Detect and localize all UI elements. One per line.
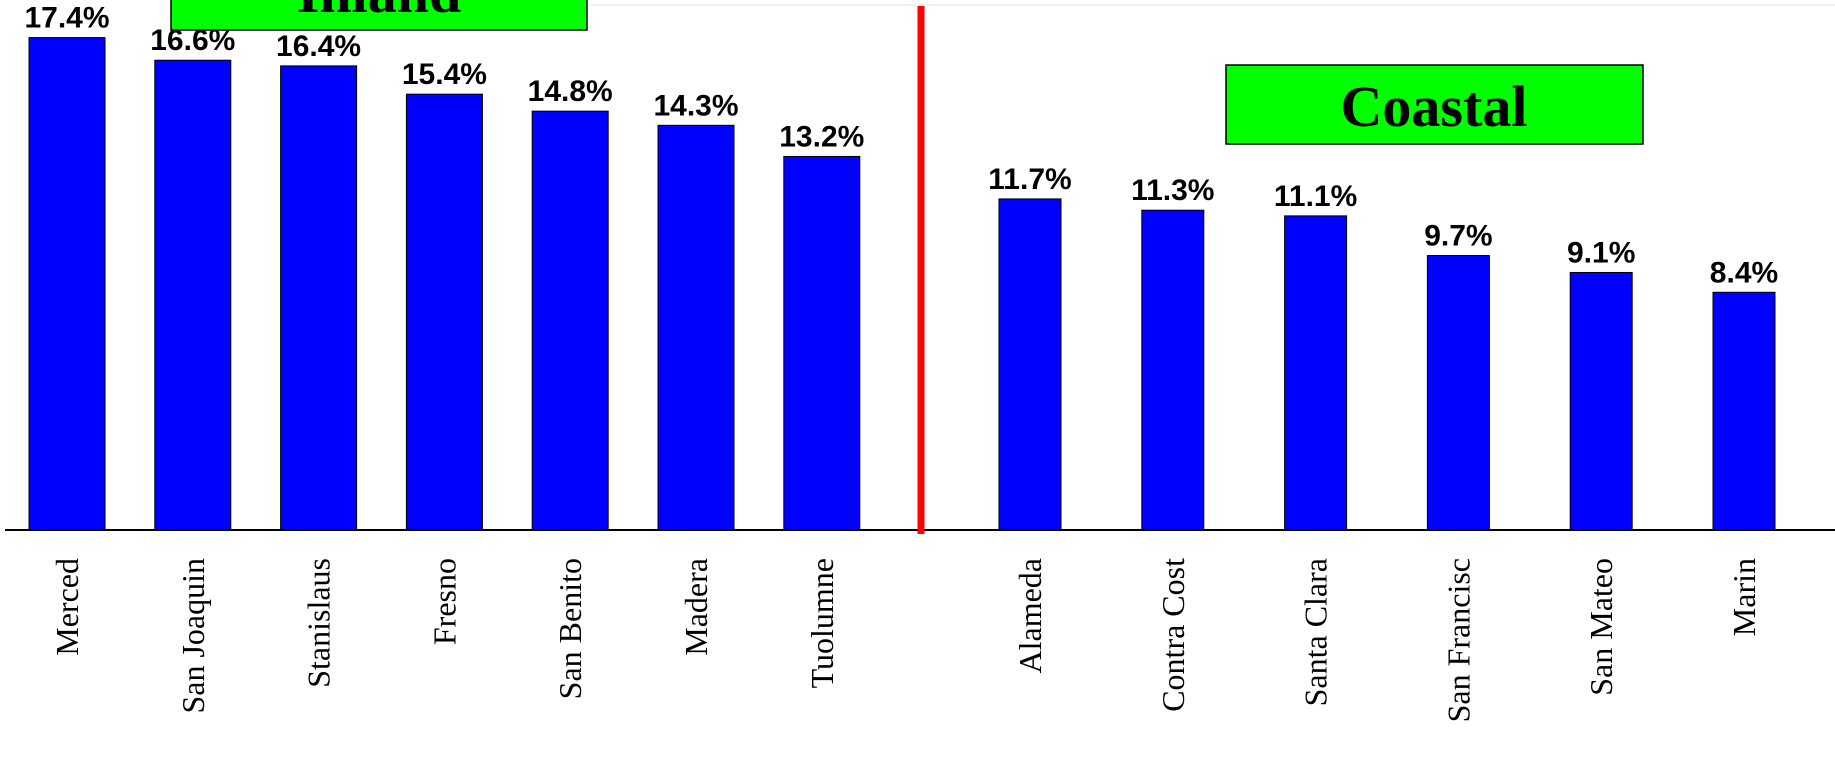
bar-san-joaquin xyxy=(154,59,232,531)
category-label-san-mateo: San Mateo xyxy=(1583,558,1619,696)
category-label-santa-clara: Santa Clara xyxy=(1298,558,1334,706)
bar-santa-clara xyxy=(1284,215,1348,531)
category-labels-layer: Merced San Joaquin Stanislaus Fresno San Ben… xyxy=(49,558,1762,723)
annotation-layer: Inland Coastal xyxy=(5,0,1835,534)
data-label-merced: 17.4% xyxy=(24,2,109,35)
data-label-santa-clara: 11.1% xyxy=(1274,180,1357,213)
category-label-marin: Marin xyxy=(1726,558,1762,636)
data-label-tuolumne: 13.2% xyxy=(779,120,864,153)
group-label-coastal: Coastal xyxy=(1341,74,1528,139)
data-label-stanislaus: 16.4% xyxy=(276,30,361,63)
data-label-san-mateo: 9.1% xyxy=(1567,236,1635,269)
value-labels-layer: 17.4%16.6% 16.4%15.4%14.8% 14.3%13.2%11.7%… xyxy=(24,2,1778,290)
bar-san-benito xyxy=(531,110,609,531)
bar-merced xyxy=(28,37,106,531)
data-label-contra-cost: 11.3% xyxy=(1131,174,1214,207)
bar-madera xyxy=(657,124,735,531)
category-label-tuolumne: Tuolumne xyxy=(804,558,840,688)
data-label-fresno: 15.4% xyxy=(402,58,487,91)
data-label-alameda: 11.7% xyxy=(988,163,1071,196)
category-label-contra-cost: Contra Cost xyxy=(1155,558,1191,712)
bar-fresno xyxy=(405,93,483,531)
category-label-fresno: Fresno xyxy=(426,558,462,645)
category-label-merced: Merced xyxy=(49,558,85,656)
bar-contra-cost xyxy=(1141,209,1205,531)
bars-layer xyxy=(28,37,1776,531)
bar-alameda xyxy=(998,198,1062,531)
category-label-san-joaquin: San Joaquin xyxy=(175,558,211,714)
data-label-san-francisc: 9.7% xyxy=(1424,219,1492,252)
group-label-inland: Inland xyxy=(297,0,461,25)
data-label-madera: 14.3% xyxy=(653,89,738,122)
category-label-san-francisc: San Francisc xyxy=(1440,558,1476,722)
bar-stanislaus xyxy=(280,65,358,531)
bar-tuolumne xyxy=(783,155,861,531)
bar-marin xyxy=(1712,291,1776,531)
data-label-marin: 8.4% xyxy=(1710,256,1778,289)
group-label-box-inland xyxy=(170,0,588,31)
bar-san-mateo xyxy=(1569,271,1633,531)
category-label-madera: Madera xyxy=(678,558,714,656)
group-label-box-coastal xyxy=(1225,64,1644,145)
data-label-san-benito: 14.8% xyxy=(528,75,613,108)
category-label-alameda: Alameda xyxy=(1012,558,1048,674)
category-label-stanislaus: Stanislaus xyxy=(301,558,337,688)
category-label-san-benito: San Benito xyxy=(552,558,588,699)
bar-san-francisc xyxy=(1426,254,1490,531)
